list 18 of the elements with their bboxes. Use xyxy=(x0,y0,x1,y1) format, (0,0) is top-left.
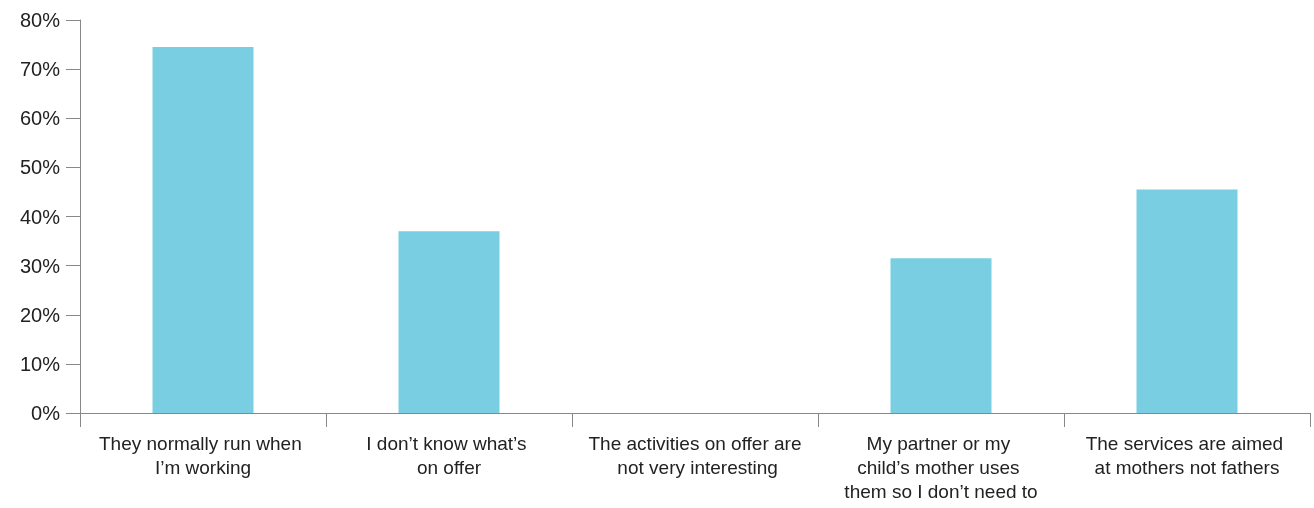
y-tick-label: 50% xyxy=(19,156,61,179)
x-tick-label: I don’t know what’s on offer xyxy=(366,432,532,478)
bar xyxy=(398,231,500,413)
y-tick-label: 0% xyxy=(31,402,61,424)
y-tick-label: 80% xyxy=(19,9,61,31)
y-tick-label: 60% xyxy=(19,107,61,130)
y-tick-label: 10% xyxy=(19,352,61,375)
x-tick-label: My partner or my child’s mother uses them so I don’t need to xyxy=(844,432,1038,502)
y-tick-label: 30% xyxy=(19,254,61,277)
x-tick-label: The activities on offer are not very interesting xyxy=(588,432,802,478)
x-tick-label: The services are aimed at mothers not fathers xyxy=(1085,432,1289,478)
y-tick-label: 20% xyxy=(19,303,61,326)
x-tick-label: They normally run when I’m working xyxy=(98,432,308,478)
bar xyxy=(890,258,992,413)
y-tick-label: 70% xyxy=(19,58,61,81)
bar xyxy=(152,47,254,413)
bar xyxy=(1136,189,1238,413)
y-tick-label: 40% xyxy=(19,205,61,228)
